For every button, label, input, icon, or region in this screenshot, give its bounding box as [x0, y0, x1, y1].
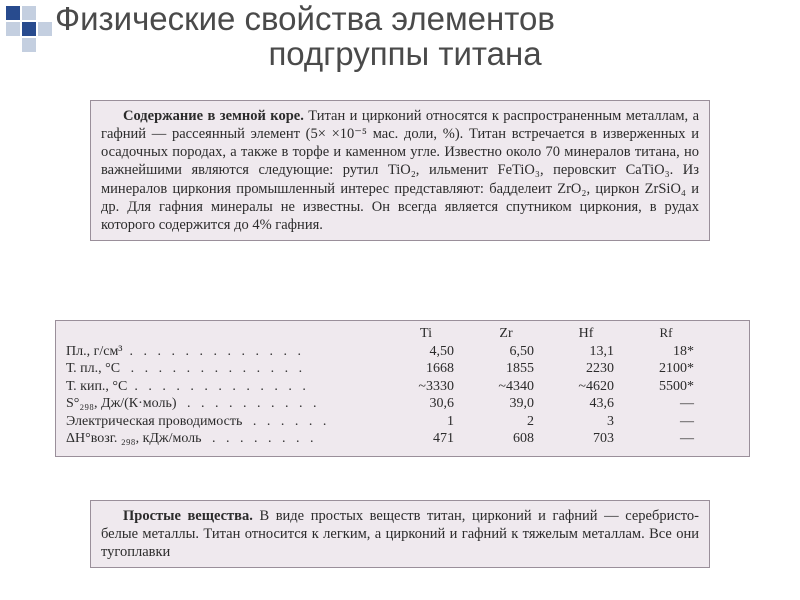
content-paragraph: Содержание в земной коре. Титан и циркон…: [101, 107, 699, 234]
table-row: Т. кип., °С . . . . . . . . . . . . .~33…: [66, 378, 739, 396]
row-cell: 39,0: [466, 395, 546, 413]
deco-square: [22, 22, 36, 36]
row-cell: —: [626, 430, 706, 448]
slide: Физические свойства элементов подгруппы …: [0, 0, 800, 600]
row-cell: 2100*: [626, 360, 706, 378]
th-empty: [66, 325, 386, 343]
simple-substances-box: Простые вещества. В виде простых веществ…: [90, 500, 710, 568]
row-cell: 4,50: [386, 343, 466, 361]
title-line1: Физические свойства элементов: [55, 2, 755, 37]
properties-table-box: Ti Zr Hf Rf Пл., г/см³ . . . . . . . . .…: [55, 320, 750, 457]
row-cell: 18*: [626, 343, 706, 361]
row-cell: 43,6: [546, 395, 626, 413]
table-row: Т. пл., °С . . . . . . . . . . . . .1668…: [66, 360, 739, 378]
row-cell: 608: [466, 430, 546, 448]
row-label: Электрическая проводимость . . . . . .: [66, 413, 386, 431]
table-row: Электрическая проводимость . . . . . .12…: [66, 413, 739, 431]
row-label: Т. кип., °С . . . . . . . . . . . . .: [66, 378, 386, 396]
simple-heading: Простые вещества.: [123, 508, 253, 524]
row-cell: ~4620: [546, 378, 626, 396]
row-cell: 13,1: [546, 343, 626, 361]
row-cell: 5500*: [626, 378, 706, 396]
table-header-row: Ti Zr Hf Rf: [66, 325, 739, 343]
deco-square: [38, 6, 52, 20]
row-cell: 1855: [466, 360, 546, 378]
row-label: S°₂₉₈, Дж/(К·моль) . . . . . . . . . .: [66, 395, 386, 413]
row-cell: —: [626, 395, 706, 413]
row-cell: 703: [546, 430, 626, 448]
row-label: Пл., г/см³ . . . . . . . . . . . . .: [66, 343, 386, 361]
row-cell: —: [626, 413, 706, 431]
row-cell: 1668: [386, 360, 466, 378]
th-ti: Ti: [386, 325, 466, 343]
table-body: Пл., г/см³ . . . . . . . . . . . . .4,50…: [66, 343, 739, 448]
table-row: ΔH°возг. ₂₉₈, кДж/моль . . . . . . . .47…: [66, 430, 739, 448]
deco-square: [6, 38, 20, 52]
deco-square: [6, 22, 20, 36]
table-row: Пл., г/см³ . . . . . . . . . . . . .4,50…: [66, 343, 739, 361]
th-zr: Zr: [466, 325, 546, 343]
row-cell: 2230: [546, 360, 626, 378]
row-cell: 3: [546, 413, 626, 431]
deco-square: [6, 6, 20, 20]
deco-square: [22, 6, 36, 20]
table-row: S°₂₉₈, Дж/(К·моль) . . . . . . . . . .30…: [66, 395, 739, 413]
deco-square: [22, 38, 36, 52]
content-body: Титан и цирконий относятся к распростран…: [101, 108, 699, 233]
row-cell: 1: [386, 413, 466, 431]
simple-paragraph: Простые вещества. В виде простых веществ…: [101, 507, 699, 561]
corner-decoration: [6, 6, 52, 52]
title-line2: подгруппы титана: [55, 37, 755, 72]
row-cell: 2: [466, 413, 546, 431]
row-cell: 471: [386, 430, 466, 448]
row-label: Т. пл., °С . . . . . . . . . . . . .: [66, 360, 386, 378]
th-hf: Hf: [546, 325, 626, 343]
row-cell: ~4340: [466, 378, 546, 396]
content-heading: Содержание в земной коре.: [123, 108, 304, 124]
deco-square: [38, 22, 52, 36]
content-scan-box: Содержание в земной коре. Титан и циркон…: [90, 100, 710, 241]
slide-title: Физические свойства элементов подгруппы …: [55, 2, 755, 71]
row-cell: ~3330: [386, 378, 466, 396]
th-rf: Rf: [626, 325, 706, 343]
row-cell: 6,50: [466, 343, 546, 361]
row-cell: 30,6: [386, 395, 466, 413]
row-label: ΔH°возг. ₂₉₈, кДж/моль . . . . . . . .: [66, 430, 386, 448]
